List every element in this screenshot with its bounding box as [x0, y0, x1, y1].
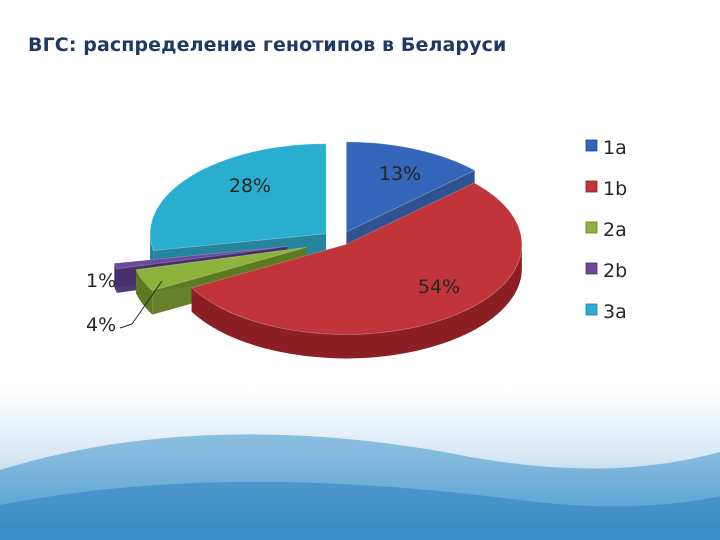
page-title: ВГС: распределение генотипов в Беларуси — [28, 34, 507, 56]
pie-slice-top-3a — [149, 143, 327, 251]
legend-label-2a: 2a — [603, 219, 627, 241]
pie-slice-1b — [190, 182, 523, 359]
pie-slice-top-2a — [135, 246, 307, 292]
legend-label-2b: 2b — [603, 260, 627, 282]
data-label-2b: 1% — [86, 270, 116, 292]
legend-label-1b: 1b — [603, 178, 627, 200]
legend-swatch-1b — [585, 180, 598, 193]
legend-swatch-1a — [585, 139, 598, 152]
pie-slice-top-1a — [345, 141, 476, 233]
data-label-1b: 54% — [418, 276, 460, 298]
legend-swatch-3a — [585, 303, 598, 316]
data-label-1a: 13% — [379, 163, 421, 185]
pie-chart: 13% 54% 4% 1% 28% 1a 1b 2a 2b 3a — [86, 137, 627, 359]
legend-swatch-2a — [585, 221, 598, 234]
data-labels: 13% 54% 4% 1% 28% — [86, 163, 460, 336]
legend-label-1a: 1a — [603, 137, 627, 159]
pie-slice-top-2b — [113, 246, 288, 270]
data-label-2a: 4% — [86, 314, 116, 336]
legend: 1a 1b 2a 2b 3a — [585, 137, 627, 323]
pie-slices — [113, 141, 523, 359]
legend-label-3a: 3a — [603, 301, 627, 323]
data-label-3a: 28% — [229, 175, 271, 197]
legend-swatch-2b — [585, 262, 598, 275]
leader-line-2a — [119, 280, 163, 329]
pie-slice-top-1b — [190, 182, 523, 335]
chart-panel: 13% 54% 4% 1% 28% 1a 1b 2a 2b 3a — [82, 128, 648, 378]
pie-slice-side-1b — [191, 244, 522, 359]
background-wave — [0, 481, 720, 540]
